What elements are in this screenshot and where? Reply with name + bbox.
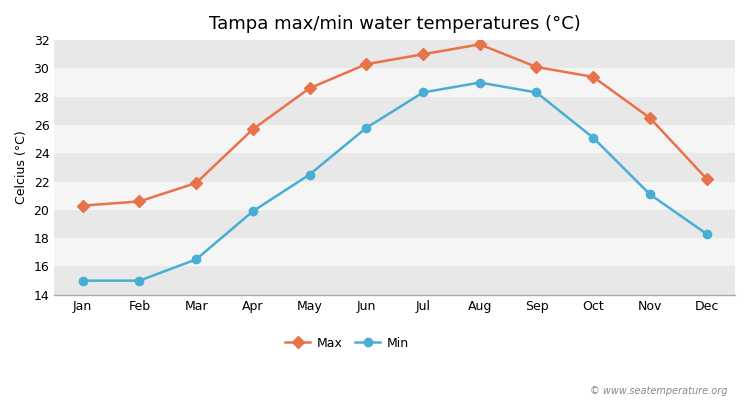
Max [78,203,87,208]
Min [589,135,598,140]
Legend: Max, Min: Max, Min [280,332,413,355]
Max [419,52,428,57]
Title: Tampa max/min water temperatures (°C): Tampa max/min water temperatures (°C) [209,15,580,33]
Y-axis label: Celcius (°C): Celcius (°C) [15,130,28,204]
Line: Max: Max [79,40,711,210]
Min [532,90,541,95]
Max [532,64,541,69]
Max [589,74,598,79]
Bar [54,210,735,238]
Min [191,257,200,262]
Min [476,80,484,85]
Text: © www.seatemperature.org: © www.seatemperature.org [590,386,728,396]
Bar [54,153,735,182]
Min [419,90,428,95]
Min [248,209,257,214]
Line: Min: Min [79,78,711,285]
Bar [54,40,735,68]
Min [305,172,314,177]
Min [135,278,144,283]
Min [646,192,655,197]
Bar [54,266,735,295]
Bar [54,125,735,153]
Max [702,176,711,181]
Bar [54,238,735,266]
Max [476,42,484,47]
Max [135,199,144,204]
Bar [54,68,735,97]
Max [646,116,655,120]
Min [702,232,711,236]
Bar [54,97,735,125]
Max [248,127,257,132]
Min [362,126,370,130]
Min [78,278,87,283]
Max [305,86,314,91]
Max [191,181,200,186]
Max [362,62,370,66]
Bar [54,182,735,210]
